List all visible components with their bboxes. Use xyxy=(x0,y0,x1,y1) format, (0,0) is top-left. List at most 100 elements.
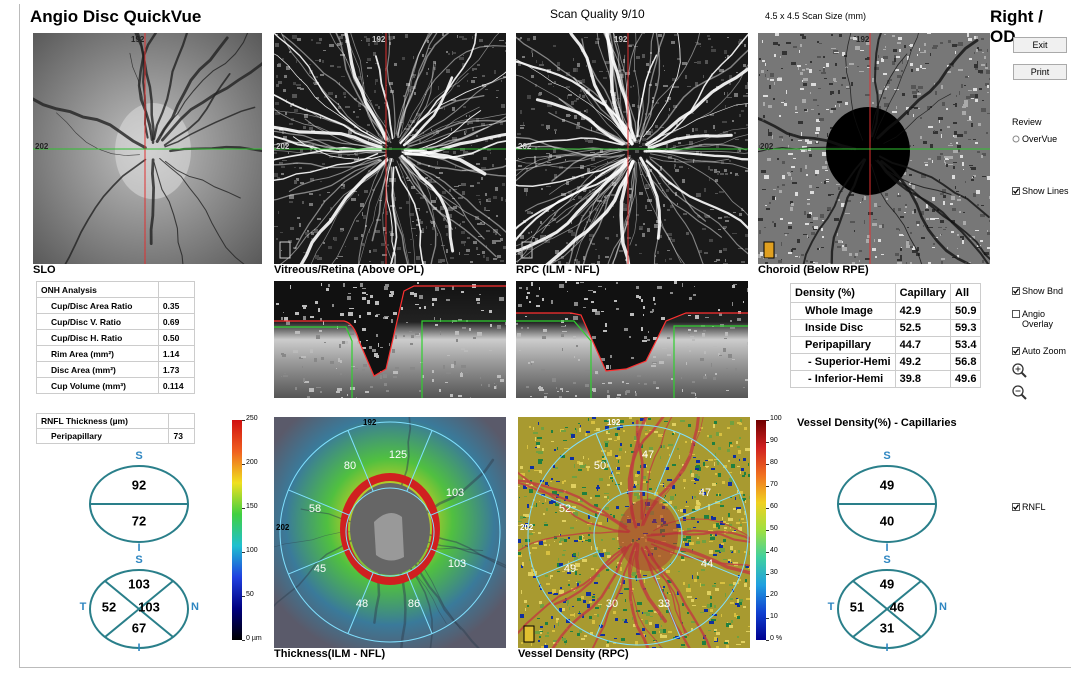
texture xyxy=(451,99,456,101)
texture xyxy=(520,614,524,618)
texture xyxy=(738,450,741,454)
texture xyxy=(592,417,596,419)
texture xyxy=(533,432,538,434)
texture xyxy=(706,100,708,103)
texture xyxy=(837,233,838,236)
texture xyxy=(672,485,675,489)
texture xyxy=(952,44,957,47)
texture xyxy=(497,255,501,258)
button[interactable]: Exit xyxy=(1013,37,1067,53)
texture xyxy=(542,448,544,451)
texture xyxy=(982,52,984,53)
texture xyxy=(323,200,325,202)
texture xyxy=(772,196,775,200)
texture xyxy=(781,68,783,69)
texture xyxy=(718,433,722,436)
texture xyxy=(446,249,448,253)
texture xyxy=(662,190,663,191)
texture xyxy=(711,46,713,48)
texture xyxy=(646,613,650,616)
texture xyxy=(439,389,441,392)
texture xyxy=(562,390,563,392)
texture xyxy=(615,433,618,436)
texture xyxy=(915,196,917,198)
texture xyxy=(819,70,821,71)
texture xyxy=(535,437,536,441)
texture xyxy=(616,506,619,509)
texture xyxy=(745,565,746,568)
texture xyxy=(715,550,720,552)
texture xyxy=(642,340,647,342)
checkbox[interactable] xyxy=(1012,287,1020,295)
texture xyxy=(700,427,703,429)
texture xyxy=(701,584,705,586)
texture xyxy=(938,227,942,228)
texture xyxy=(713,377,716,380)
checkbox[interactable] xyxy=(1012,187,1020,195)
texture xyxy=(314,358,317,362)
checkbox[interactable] xyxy=(1012,310,1020,318)
checkbox-label[interactable]: RNFL xyxy=(1022,502,1046,512)
texture xyxy=(798,121,803,124)
texture xyxy=(472,68,477,70)
top-marker: 192 xyxy=(372,35,386,44)
texture xyxy=(613,515,615,518)
vessel xyxy=(879,161,990,261)
checkbox-label[interactable]: Show Lines xyxy=(1022,186,1069,196)
texture xyxy=(518,486,520,487)
texture xyxy=(544,544,547,546)
vessel xyxy=(541,158,624,234)
texture xyxy=(578,499,580,501)
radio-label[interactable]: OverVue xyxy=(1022,134,1058,144)
texture xyxy=(551,500,556,503)
texture xyxy=(667,447,669,449)
texture xyxy=(347,296,351,300)
texture xyxy=(573,553,576,556)
texture xyxy=(315,301,318,304)
texture xyxy=(522,545,523,548)
texture xyxy=(525,316,527,317)
texture xyxy=(460,223,461,225)
texture xyxy=(904,212,906,213)
sector-line xyxy=(536,551,598,578)
texture xyxy=(450,257,454,259)
checkbox-label[interactable]: Auto Zoom xyxy=(1022,346,1067,356)
vessel xyxy=(641,417,704,526)
checkbox-label[interactable]: Show Bnd xyxy=(1022,286,1064,296)
texture xyxy=(728,513,730,517)
texture xyxy=(708,166,710,170)
texture xyxy=(589,234,594,237)
depth-icon xyxy=(521,241,533,259)
texture xyxy=(744,583,747,587)
texture xyxy=(435,287,439,291)
texture xyxy=(919,48,920,51)
texture xyxy=(386,211,388,215)
texture xyxy=(667,580,672,583)
texture xyxy=(710,603,712,607)
scale-label: 40 xyxy=(770,547,778,554)
sector-line xyxy=(406,430,433,492)
texture xyxy=(480,377,481,379)
texture xyxy=(596,129,600,131)
texture xyxy=(663,65,664,67)
texture xyxy=(392,349,395,353)
checkbox[interactable] xyxy=(1012,503,1020,511)
texture xyxy=(849,63,854,65)
vessel xyxy=(164,160,241,199)
texture xyxy=(790,207,793,211)
texture xyxy=(688,424,691,427)
texture xyxy=(572,606,574,607)
texture xyxy=(959,134,963,137)
zoom-button[interactable] xyxy=(1011,362,1027,378)
radio-button[interactable] xyxy=(1012,135,1020,143)
checkbox[interactable] xyxy=(1012,347,1020,355)
checkbox-label[interactable]: Angio Overlay xyxy=(1022,309,1054,329)
texture xyxy=(553,149,556,153)
texture xyxy=(410,135,414,136)
vessel xyxy=(758,116,857,151)
texture xyxy=(445,225,448,228)
button[interactable]: Print xyxy=(1013,64,1067,80)
texture xyxy=(275,43,279,47)
texture xyxy=(382,33,383,34)
zoom-button[interactable] xyxy=(1011,384,1027,400)
